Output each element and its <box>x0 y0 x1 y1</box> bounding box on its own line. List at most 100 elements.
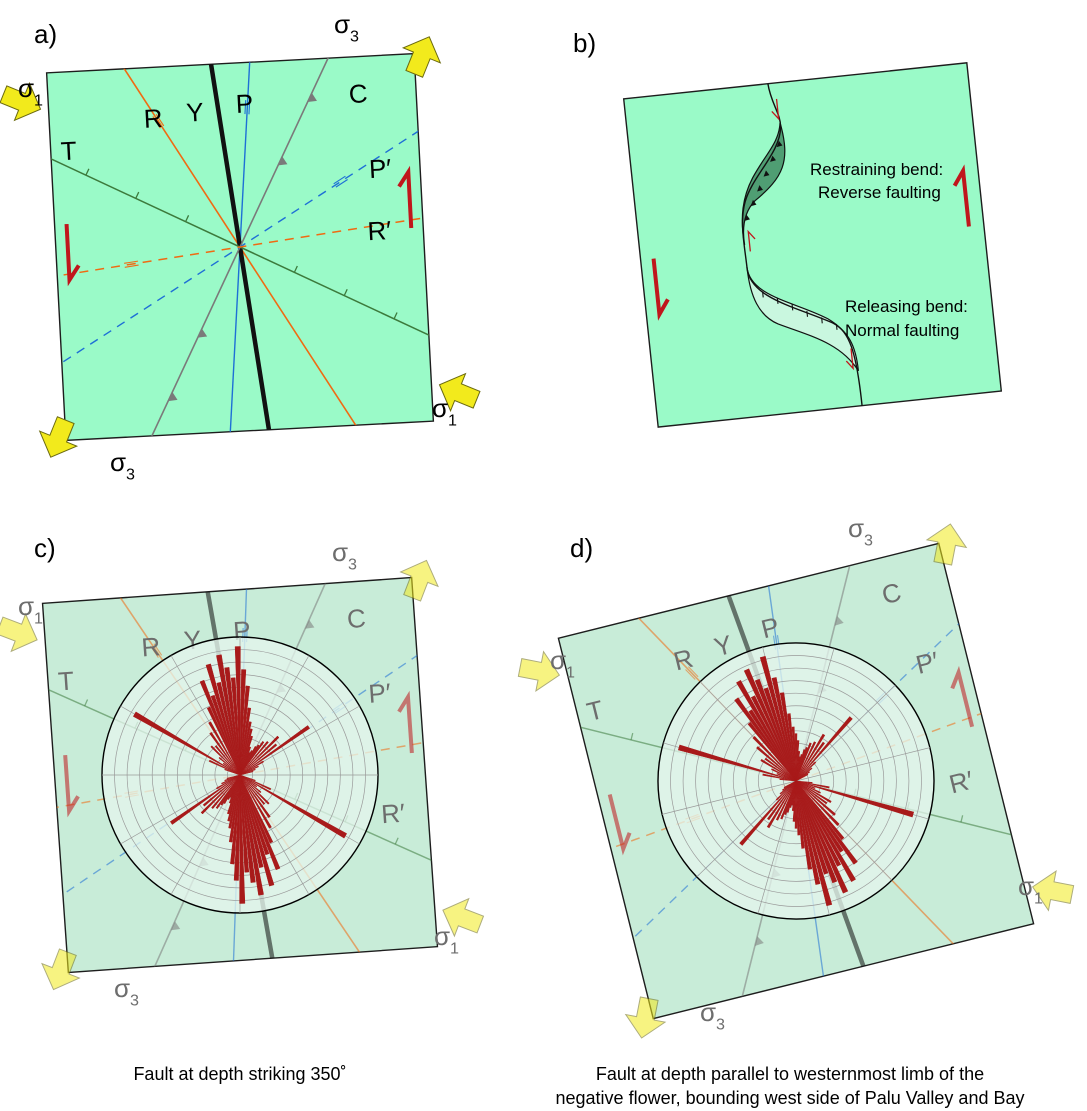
rose-petal <box>239 774 270 805</box>
label-R: R <box>140 631 161 662</box>
rose-petal <box>795 780 844 853</box>
rose-petal <box>776 772 797 782</box>
rose-petal <box>239 774 348 839</box>
rose-petal <box>795 761 817 782</box>
rose-petal <box>795 780 813 784</box>
rose-petal <box>752 736 797 782</box>
T-extension-line-tick <box>444 336 448 342</box>
rose-petal <box>783 780 797 789</box>
right-sense-arrow-shape <box>397 690 414 754</box>
rose-petal <box>239 774 262 794</box>
R-sense-a <box>150 645 159 658</box>
R-prime-sense-a <box>124 260 139 264</box>
label-R: R <box>143 103 163 134</box>
rose-petal <box>795 716 853 782</box>
label-P: P <box>235 88 254 119</box>
bend-block <box>622 62 1003 428</box>
rose-petal <box>750 695 797 782</box>
T-extension-line-tick <box>36 146 40 152</box>
stress-label-ne: σ3 <box>332 537 357 573</box>
sigma3-arrow-ne-shape <box>401 36 442 78</box>
rose-petal <box>766 780 797 829</box>
rose-petal <box>795 741 817 782</box>
rose-petal <box>239 685 250 776</box>
rose-petal <box>760 759 797 782</box>
rose-petal <box>756 746 797 782</box>
rose-petal <box>795 780 856 883</box>
stress-label-nw: σ1 <box>18 591 43 627</box>
label-C: C <box>348 78 368 109</box>
P-prime-sense-b <box>335 179 348 188</box>
stress-label-nw-symbol: σ <box>550 645 566 675</box>
rose-petal <box>754 678 797 782</box>
rose-petal <box>205 663 241 776</box>
rose-petal <box>795 780 832 803</box>
panel-a-block: R Y P C T P′ R′ <box>0 36 481 528</box>
C-compression-line-tooth <box>109 519 119 528</box>
rose-petal <box>795 780 833 907</box>
rose-petal <box>795 741 825 782</box>
rose-petal <box>795 780 845 841</box>
sigma1-arrow-se <box>1031 869 1075 912</box>
rose-petal <box>222 762 241 776</box>
sigma1-arrow-se-shape <box>438 372 481 413</box>
caption-c: Fault at depth striking 350˚ <box>133 1064 347 1084</box>
R-sense <box>152 113 165 129</box>
rose-petal <box>239 774 274 844</box>
label-C: C <box>346 603 367 634</box>
T-extension-line-tick <box>630 732 634 741</box>
rose-petal <box>747 721 797 782</box>
rose-petal <box>199 679 241 776</box>
stress-label-nw-subscript: 1 <box>34 609 43 627</box>
label-P-prime: P′ <box>368 153 392 184</box>
rose-petal <box>239 740 269 776</box>
panel-b: b) Restraining bend: Reverse faulting Relea… <box>573 28 1003 428</box>
rose-petal <box>771 768 797 782</box>
T-extension-line-tick <box>394 837 399 845</box>
sigma3-arrow-sw <box>38 416 79 458</box>
thrust-tooth <box>776 140 783 148</box>
T-extension-line-tick <box>1013 828 1017 836</box>
panel-label-b: b) <box>573 28 596 58</box>
sigma3-arrow-sw-shape <box>41 948 81 991</box>
rose-petal <box>224 768 241 776</box>
rose-petal <box>795 780 849 894</box>
rose-petal <box>736 679 797 782</box>
sigma1-arrow-nw-shape <box>517 650 561 693</box>
rose-petal <box>767 780 797 821</box>
rose-petal <box>779 780 797 795</box>
stress-label-ne: σ3 <box>334 9 359 45</box>
rose-petal <box>169 774 241 825</box>
rose-petal <box>771 677 797 782</box>
rose-petal <box>208 721 241 776</box>
normal-tick <box>762 291 764 298</box>
rose-petal <box>208 759 241 776</box>
rose-petal <box>239 735 280 776</box>
thrust-tooth <box>770 155 776 162</box>
stress-arrows <box>517 523 1075 1039</box>
label-T: T <box>60 135 78 166</box>
sigma1-arrow-se-shape <box>442 897 485 938</box>
rose-petal <box>239 770 254 776</box>
P-prime-sense <box>333 175 348 188</box>
rose-petal <box>779 692 797 782</box>
stress-label-se-symbol: σ <box>432 393 448 423</box>
stress-label-se-symbol: σ <box>1018 871 1034 901</box>
C-compression-line-tooth <box>138 455 148 464</box>
rose-petal <box>209 731 241 776</box>
stress-label-sw-subscript: 3 <box>130 991 139 1009</box>
rose-petal <box>795 780 838 884</box>
label-R-prime: R′ <box>380 798 406 830</box>
stress-label-sw-subscript: 3 <box>126 465 135 483</box>
C-compression-line-tooth <box>278 156 288 166</box>
C-compression-line-tooth <box>307 92 317 102</box>
stress-label-se: σ1 <box>434 921 459 957</box>
caption-d-line2: negative flower, bounding west side of P… <box>555 1088 1025 1108</box>
sigma3-arrow-ne <box>401 36 442 78</box>
left-sense-arrow <box>63 755 80 818</box>
R-sense-a <box>685 669 696 680</box>
bend-block-rect <box>622 62 1003 428</box>
fault-trace <box>741 83 863 406</box>
